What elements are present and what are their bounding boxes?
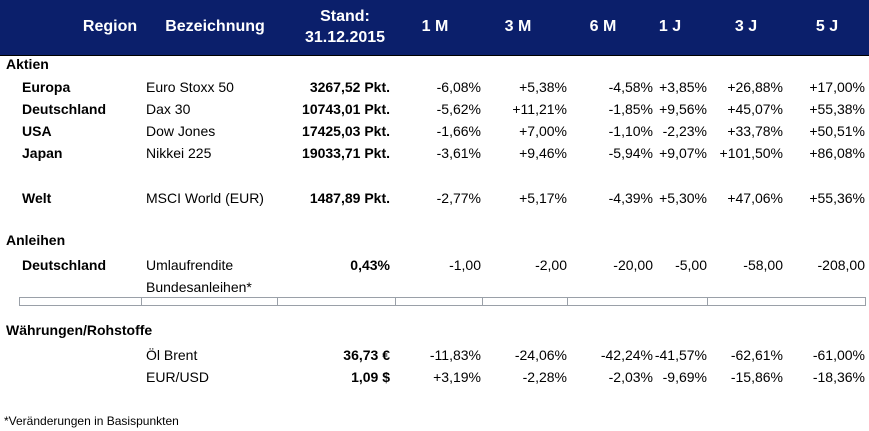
value-6m: -4,58% <box>608 79 653 95</box>
value-3j: +26,88% <box>727 79 783 95</box>
table-row: USA Dow Jones 17425,03 Pkt. -1,66% +7,00… <box>0 120 869 142</box>
table-row: Deutschland Umlaufrendite 0,43% -1,00 -2… <box>0 254 869 276</box>
value-1m: -6,08% <box>436 79 481 95</box>
table-row: EUR/USD 1,09 $ +3,19% -2,28% -2,03% -9,6… <box>0 366 869 388</box>
value-6m: -20,00 <box>613 257 653 273</box>
row-region: Deutschland <box>22 257 107 273</box>
row-name-line2: Bundesanleihen* <box>146 279 252 295</box>
table-row: Öl Brent 36,73 € -11,83% -24,06% -42,24%… <box>0 344 869 366</box>
table-row: Welt MSCI World (EUR) 1487,89 Pkt. -2,77… <box>0 187 869 209</box>
section-aktien: Aktien <box>6 56 49 72</box>
value-1m: -3,61% <box>436 145 481 161</box>
value-5j: +55,38% <box>809 101 865 117</box>
value-6m: -5,94% <box>608 145 653 161</box>
footnote: *Veränderungen in Basispunkten <box>4 414 179 428</box>
value-3m: -2,00 <box>535 257 567 273</box>
value-5j: +17,00% <box>809 79 865 95</box>
row-name: MSCI World (EUR) <box>146 190 264 206</box>
header-bottom-rule <box>0 55 869 56</box>
value-3m: -24,06% <box>514 347 567 363</box>
value-3m: +11,21% <box>512 101 567 117</box>
table-header: Region Bezeichnung Stand: 31.12.2015 1 M… <box>0 0 869 55</box>
value-3m: +5,38% <box>519 79 567 95</box>
row-region: Europa <box>22 79 71 95</box>
value-5j: +55,36% <box>809 190 865 206</box>
row-stand: 0,43% <box>350 257 390 273</box>
value-1m: +3,19% <box>433 369 481 385</box>
row-stand: 36,73 € <box>343 347 390 363</box>
value-1j: +9,07% <box>659 145 707 161</box>
header-period-3m: 3 M <box>504 18 532 35</box>
value-3j: -58,00 <box>743 257 783 273</box>
value-3j: -62,61% <box>730 347 783 363</box>
value-1m: -5,62% <box>436 101 481 117</box>
row-stand: 10743,01 Pkt. <box>302 101 390 117</box>
row-name: Euro Stoxx 50 <box>146 79 234 95</box>
row-stand: 1,09 $ <box>351 369 390 385</box>
value-3j: +33,78% <box>727 123 783 139</box>
header-period-1m: 1 M <box>421 18 449 35</box>
value-1j: -5,00 <box>675 257 707 273</box>
header-period-3j: 3 J <box>734 18 758 35</box>
header-stand-line2: 31.12.2015 <box>304 29 386 46</box>
value-6m: -1,10% <box>608 123 653 139</box>
header-period-5j: 5 J <box>815 18 839 35</box>
value-1j: +5,30% <box>659 190 707 206</box>
table-row: Japan Nikkei 225 19033,71 Pkt. -3,61% +9… <box>0 142 869 164</box>
row-stand: 1487,89 Pkt. <box>309 190 390 206</box>
value-3j: -15,86% <box>730 369 783 385</box>
value-3j: +47,06% <box>727 190 783 206</box>
value-5j: -61,00% <box>812 347 865 363</box>
value-1j: +3,85% <box>659 79 707 95</box>
row-name: Nikkei 225 <box>146 145 212 161</box>
header-stand-line1: Stand: <box>320 8 370 25</box>
section-waehrungen: Währungen/Rohstoffe <box>6 322 153 338</box>
value-3j: +101,50% <box>719 145 783 161</box>
header-period-6m: 6 M <box>589 18 617 35</box>
row-name: Dow Jones <box>146 123 216 139</box>
header-period-1j: 1 J <box>658 18 682 35</box>
value-6m: -4,39% <box>608 190 653 206</box>
value-3m: +5,17% <box>519 190 567 206</box>
value-5j: +86,08% <box>809 145 865 161</box>
value-1m: -11,83% <box>429 347 481 363</box>
value-6m: -42,24% <box>600 347 653 363</box>
row-name: Öl Brent <box>146 347 198 363</box>
value-6m: -2,03% <box>608 369 653 385</box>
table-row: Europa Euro Stoxx 50 3267,52 Pkt. -6,08%… <box>0 76 869 98</box>
table-row-continuation: Bundesanleihen* <box>0 276 869 298</box>
value-5j: +50,51% <box>809 123 865 139</box>
table-row: Deutschland Dax 30 10743,01 Pkt. -5,62% … <box>0 98 869 120</box>
row-region: Deutschland <box>22 101 107 117</box>
value-1m: -1,00 <box>449 257 481 273</box>
row-region: Japan <box>22 145 63 161</box>
value-6m: -1,85% <box>608 101 653 117</box>
value-3m: +7,00% <box>519 123 567 139</box>
value-1j: -2,23% <box>662 123 707 139</box>
row-region: USA <box>22 123 52 139</box>
value-3m: -2,28% <box>522 369 567 385</box>
value-1m: -2,77% <box>436 190 481 206</box>
value-1j: +9,56% <box>659 101 707 117</box>
section-divider <box>19 297 866 306</box>
value-3j: +45,07% <box>727 101 783 117</box>
value-1j: -41,57% <box>654 347 707 363</box>
header-bezeichnung: Bezeichnung <box>165 18 265 35</box>
section-anleihen: Anleihen <box>6 232 66 248</box>
value-5j: -208,00 <box>817 257 865 273</box>
row-name: Dax 30 <box>146 101 191 117</box>
row-name: Umlaufrendite <box>146 257 234 273</box>
value-3m: +9,46% <box>519 145 567 161</box>
row-name: EUR/USD <box>146 369 210 385</box>
row-region: Welt <box>22 190 52 206</box>
header-region: Region <box>82 18 138 35</box>
value-1m: -1,66% <box>436 123 481 139</box>
row-stand: 17425,03 Pkt. <box>302 123 390 139</box>
row-stand: 19033,71 Pkt. <box>302 145 390 161</box>
value-5j: -18,36% <box>812 369 865 385</box>
row-stand: 3267,52 Pkt. <box>309 79 390 95</box>
value-1j: -9,69% <box>662 369 707 385</box>
